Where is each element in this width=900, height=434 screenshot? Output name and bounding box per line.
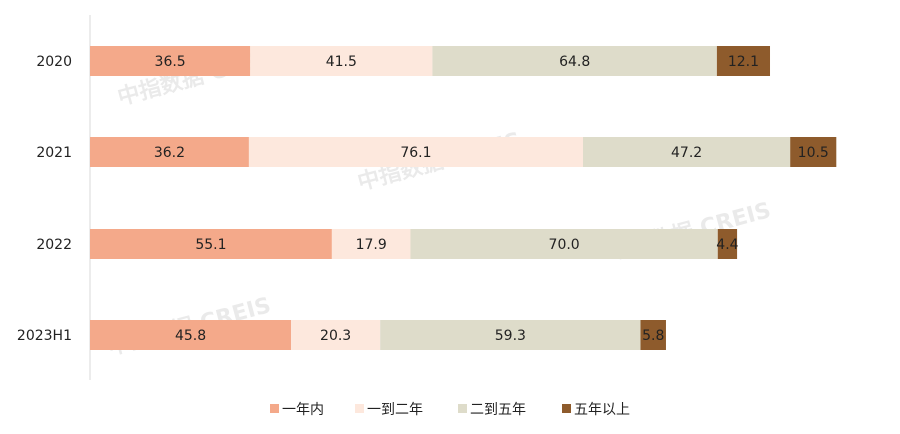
y-tick-label: 2023H1 [17, 328, 72, 344]
bar-segment [250, 46, 433, 76]
legend-label: 五年以上 [574, 402, 630, 418]
data-label: 55.1 [195, 237, 226, 253]
bar-segment [291, 320, 381, 350]
data-label: 45.8 [175, 328, 206, 344]
data-label: 36.5 [155, 54, 186, 70]
y-tick-label: 2020 [36, 54, 72, 70]
bar-segment [640, 320, 666, 350]
legend-label: 二到五年 [470, 402, 526, 418]
bar-segment [716, 46, 771, 76]
data-label: 36.2 [154, 145, 185, 161]
y-tick-label: 2022 [36, 237, 72, 253]
bar-segment [90, 46, 251, 76]
bar-segment [717, 229, 738, 259]
legend-swatch [562, 404, 571, 413]
bar-segment [90, 229, 332, 259]
bar-segment [410, 229, 718, 259]
bar-segment [331, 229, 411, 259]
legend-swatch [355, 404, 364, 413]
data-label: 10.5 [798, 145, 829, 161]
bar-segment [248, 137, 583, 167]
legend-label: 一到二年 [367, 402, 423, 418]
data-label: 17.9 [356, 237, 387, 253]
data-label: 5.8 [642, 328, 664, 344]
data-label: 59.3 [495, 328, 526, 344]
bar-segment [790, 137, 837, 167]
data-label: 41.5 [326, 54, 357, 70]
data-label: 64.8 [559, 54, 590, 70]
data-label: 20.3 [320, 328, 351, 344]
data-label: 76.1 [400, 145, 431, 161]
bar-segment [582, 137, 791, 167]
legend-swatch [458, 404, 467, 413]
data-label: 47.2 [671, 145, 702, 161]
bar-segment [380, 320, 641, 350]
data-label: 4.4 [716, 237, 738, 253]
bar-segment [432, 46, 717, 76]
legend-swatch [270, 404, 279, 413]
y-tick-label: 2021 [36, 145, 72, 161]
data-label: 12.1 [728, 54, 759, 70]
bar-segment [90, 320, 292, 350]
data-label: 70.0 [549, 237, 580, 253]
bar-segment [90, 137, 249, 167]
legend-label: 一年内 [282, 402, 324, 418]
